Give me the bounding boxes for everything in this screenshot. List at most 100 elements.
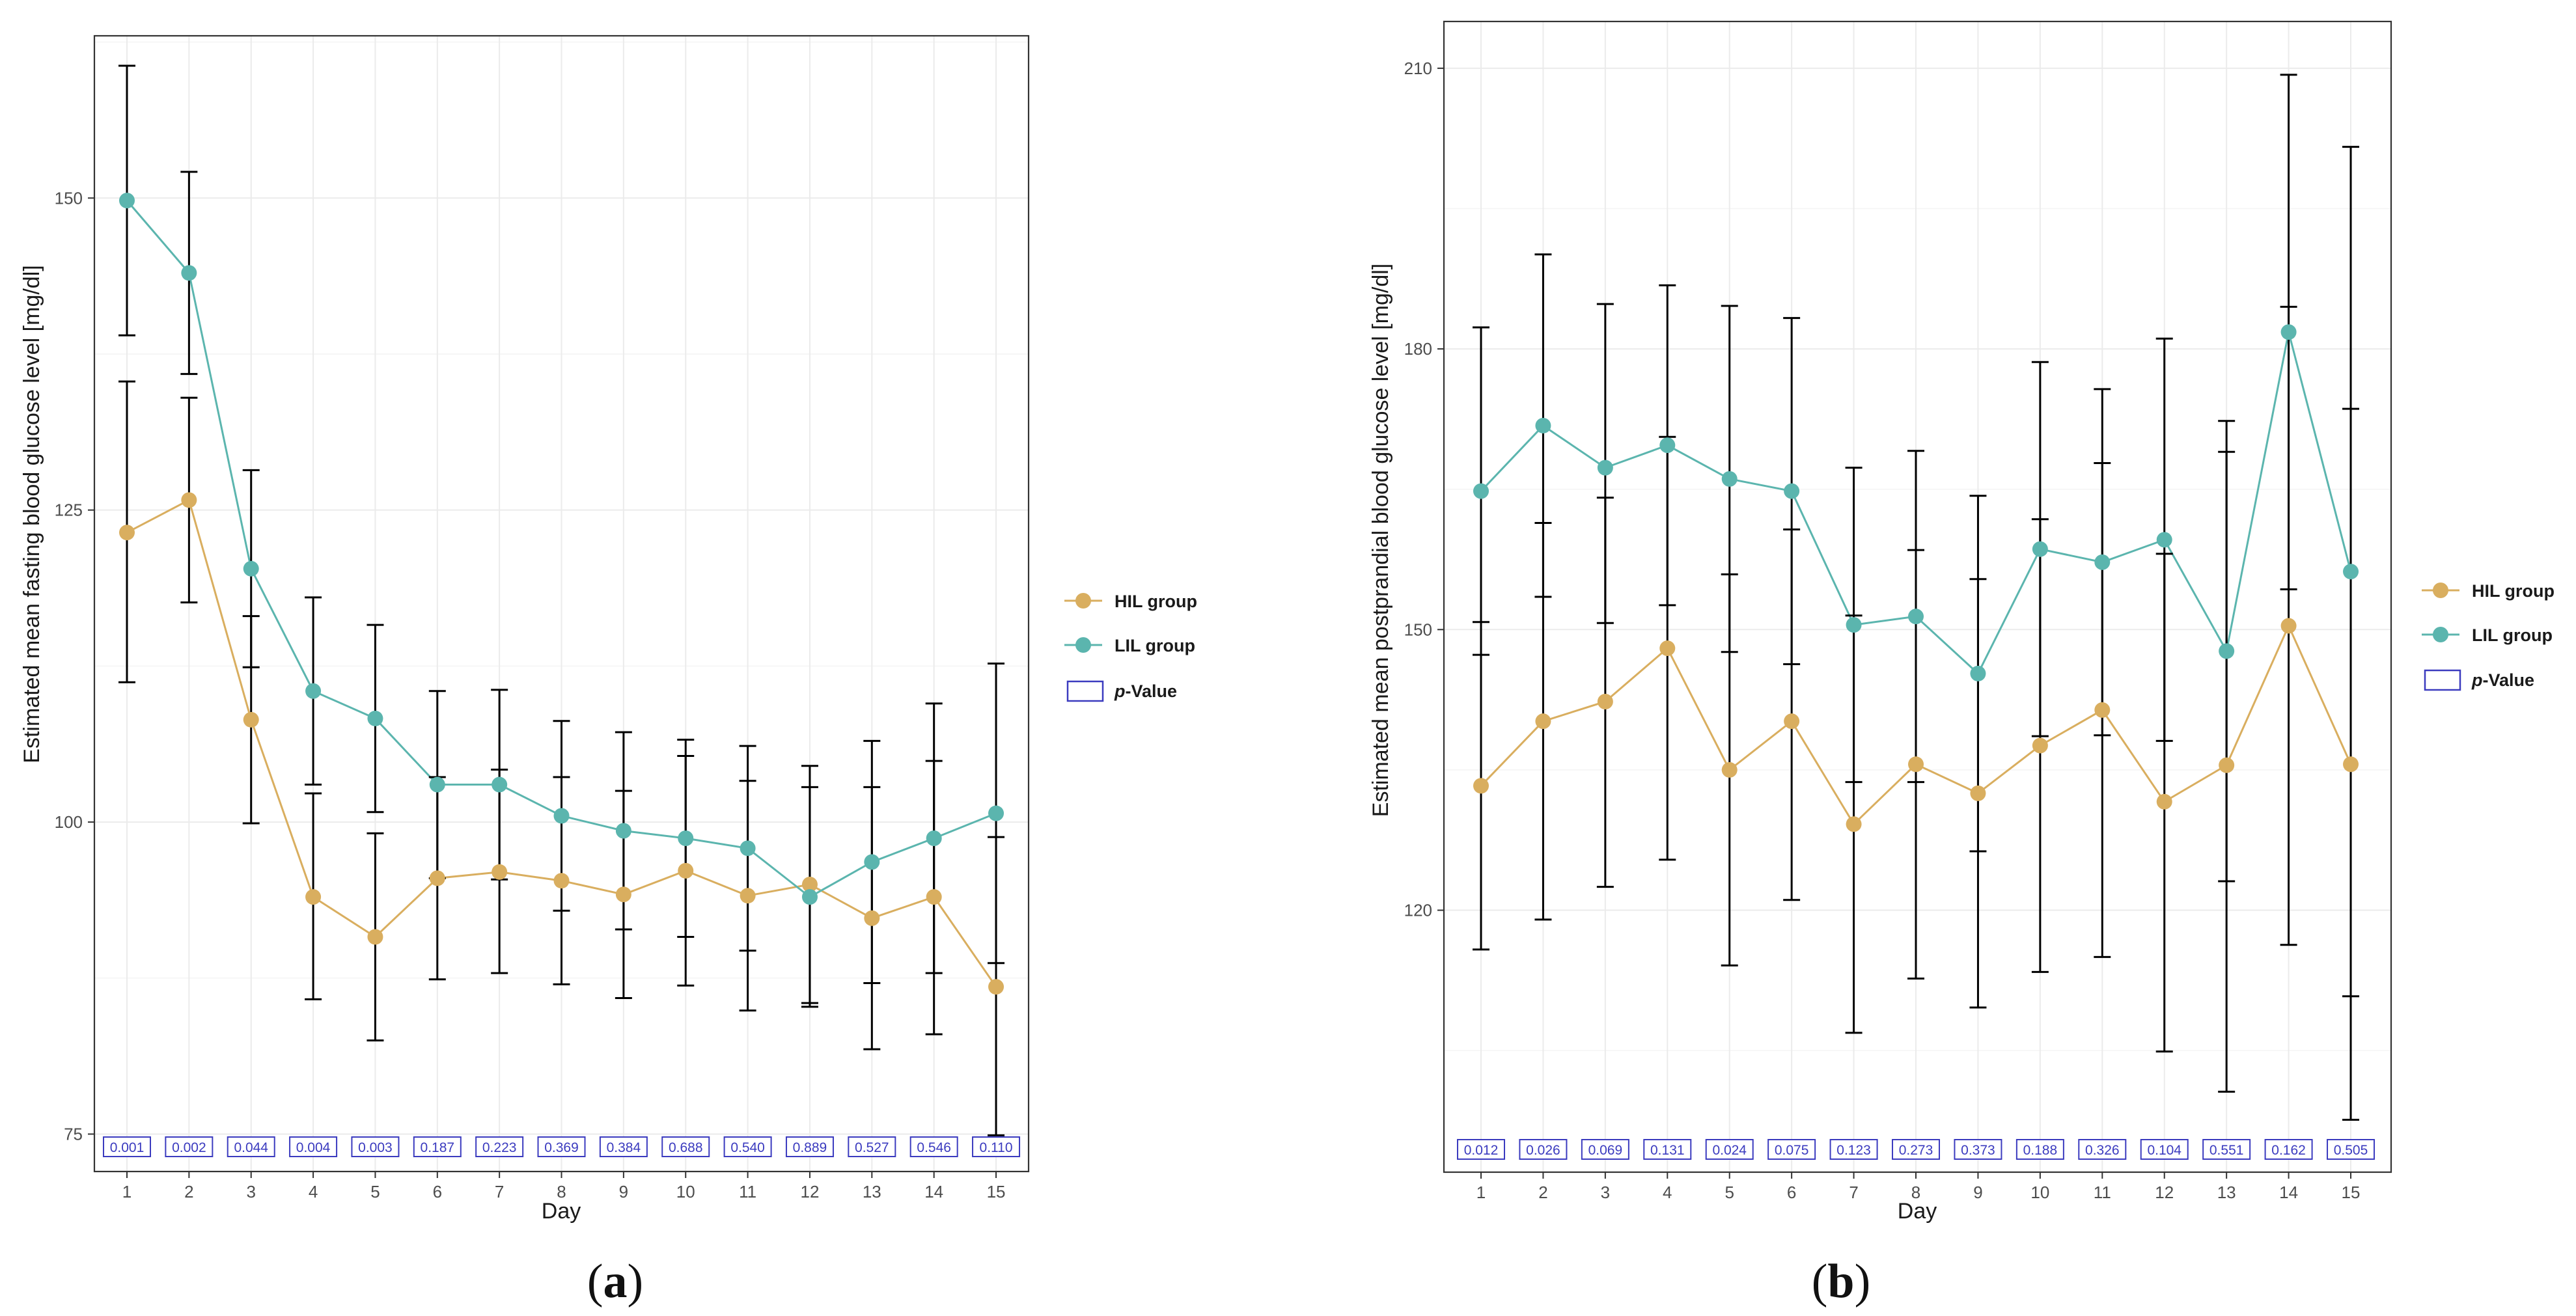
p-value-box: [413, 1136, 462, 1157]
data-point: [801, 876, 818, 892]
data-point: [119, 525, 135, 541]
data-point: [2280, 324, 2297, 340]
data-point: [553, 873, 570, 889]
p-value-label: 0.024: [1712, 1143, 1747, 1158]
data-point: [1784, 713, 1800, 730]
data-point: [492, 776, 508, 793]
data-point: [740, 840, 756, 857]
data-point: [864, 854, 880, 870]
x-tick-label: 5: [370, 1182, 380, 1201]
p-value-label: 0.026: [1526, 1143, 1560, 1158]
p-value-label: 0.540: [730, 1140, 765, 1155]
data-point: [1721, 761, 1738, 778]
y-tick-label: 150: [1404, 620, 1432, 639]
p-value-box: [1519, 1139, 1568, 1160]
p-value-label: 0.131: [1650, 1143, 1685, 1158]
legend-a-pvalue-box: [1066, 680, 1104, 702]
p-value-box: [2140, 1139, 2189, 1160]
legend-b-pvalue-box: [2424, 669, 2461, 691]
legend-b-lil-marker: [2433, 627, 2448, 642]
data-point: [1659, 640, 1676, 657]
x-tick-label: 5: [1724, 1183, 1734, 1202]
panel-b-y-axis-title: Estimated mean postprandial blood glucos…: [1368, 264, 1393, 817]
data-point: [1535, 417, 1551, 433]
data-point: [243, 560, 259, 577]
x-tick-label: 2: [184, 1182, 193, 1201]
panel-b-chart: 0.012 0.026 0.069 0.131 0.024 0.075 0.123 0.273…: [1368, 20, 2392, 1224]
panel-a-x-axis-title: Day: [542, 1199, 581, 1224]
data-point: [926, 830, 942, 847]
data-point: [988, 805, 1004, 821]
y-tick-label: 100: [55, 812, 83, 832]
x-tick-label: 15: [2342, 1183, 2361, 1202]
x-tick-label: 2: [1538, 1183, 1547, 1202]
data-point: [1846, 617, 1862, 633]
data-point: [1908, 609, 1924, 625]
p-value-box: [1954, 1139, 2002, 1160]
p-value-label: 0.075: [1775, 1143, 1809, 1158]
x-tick-label: 15: [987, 1182, 1006, 1201]
p-value-label: 0.162: [2271, 1143, 2306, 1158]
p-value-label: 0.003: [358, 1140, 393, 1155]
x-tick-label: 1: [1476, 1183, 1486, 1202]
data-point: [367, 710, 383, 726]
x-tick-label: 13: [863, 1182, 881, 1201]
p-value-label: 0.384: [607, 1140, 641, 1155]
legend-a-lil-label: LIL group: [1115, 636, 1195, 655]
data-point: [2219, 757, 2235, 773]
p-value-box: [351, 1136, 400, 1157]
panel-b-series: [1473, 74, 2360, 1121]
p-value-label: 0.069: [1588, 1143, 1623, 1158]
panel-a-legend: HIL group LIL group p-Value: [1064, 592, 1197, 702]
y-tick-label: 120: [1404, 901, 1432, 920]
data-point: [1597, 459, 1613, 476]
p-value-label: 0.369: [544, 1140, 579, 1155]
panel-a-label: (a): [587, 1255, 643, 1308]
x-tick-label: 7: [495, 1182, 504, 1201]
p-value-label: 0.326: [2085, 1143, 2120, 1158]
p-value-label: 0.012: [1464, 1143, 1499, 1158]
data-point: [181, 265, 197, 281]
x-tick-label: 8: [1911, 1183, 1920, 1202]
data-point: [1473, 778, 1489, 794]
data-point: [2156, 793, 2172, 810]
p-value-box: [972, 1136, 1021, 1157]
p-value-label: 0.223: [482, 1140, 517, 1155]
p-value-box: [1643, 1139, 1692, 1160]
y-tick-label: 125: [55, 500, 83, 520]
p-value-box: [475, 1136, 524, 1157]
p-value-box: [165, 1136, 214, 1157]
data-point: [740, 888, 756, 904]
p-value-box: [661, 1136, 710, 1157]
x-tick-label: 4: [309, 1182, 318, 1201]
data-point: [1970, 785, 1986, 801]
p-value-box: [227, 1136, 275, 1157]
p-value-box: [2327, 1139, 2375, 1160]
p-value-box: [2078, 1139, 2127, 1160]
x-tick-label: 10: [676, 1182, 695, 1201]
p-value-label: 0.104: [2147, 1143, 2181, 1158]
data-point: [2032, 737, 2048, 754]
data-point: [678, 830, 694, 847]
p-value-label: 0.688: [669, 1140, 703, 1155]
data-point: [119, 193, 135, 209]
data-point: [988, 979, 1004, 995]
data-point: [367, 929, 383, 945]
data-point: [181, 492, 197, 508]
p-value-box: [723, 1136, 772, 1157]
data-point: [2219, 643, 2235, 659]
panel-a-p-values: 0.001 0.002 0.044 0.004 0.003 0.187 0.223 0.369…: [103, 1136, 1021, 1157]
y-tick-label: 180: [1404, 339, 1432, 359]
x-tick-label: 14: [924, 1182, 943, 1201]
data-point: [1535, 713, 1551, 730]
panel-b-p-values: 0.012 0.026 0.069 0.131 0.024 0.075 0.123 0.273…: [1457, 1139, 2375, 1160]
data-point: [1846, 816, 1862, 832]
legend-b-lil-label: LIL group: [2472, 625, 2553, 645]
legend-a-hil-label: HIL group: [1115, 592, 1197, 611]
p-value-label: 0.505: [2334, 1143, 2368, 1158]
panel-b-legend: HIL group LIL group p-Value: [2422, 581, 2555, 691]
data-point: [2343, 756, 2359, 773]
